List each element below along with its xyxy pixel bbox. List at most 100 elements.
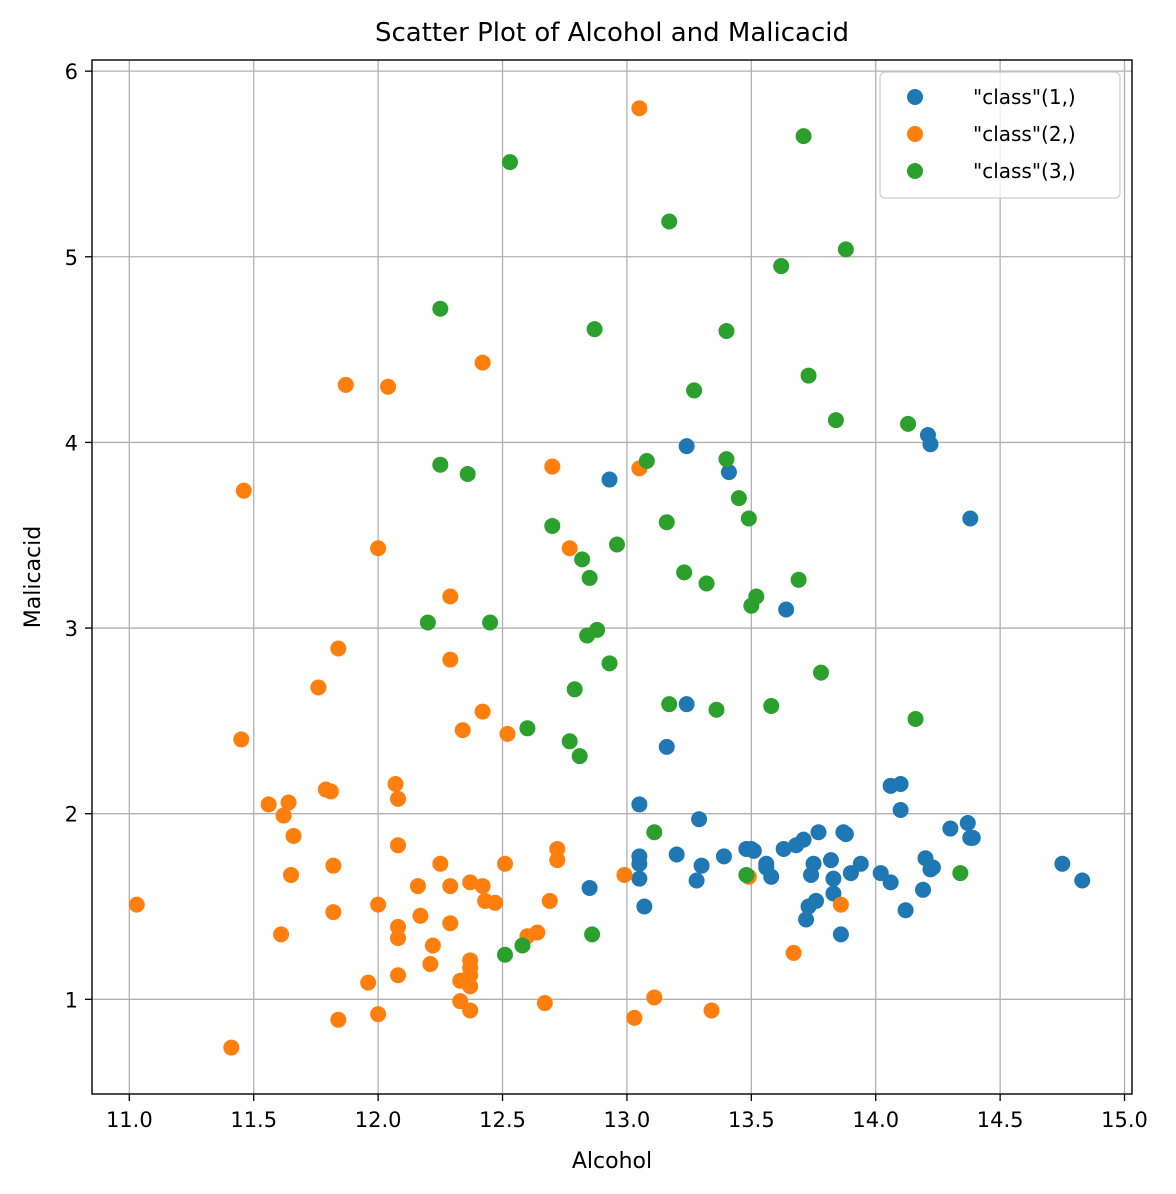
data-point-class-2	[260, 796, 277, 813]
data-point-class-2	[474, 878, 491, 895]
data-point-class-2	[325, 857, 342, 874]
data-point-class-3	[584, 926, 601, 943]
data-point-class-3	[419, 614, 436, 631]
data-point-class-2	[233, 731, 250, 748]
data-point-class-3	[514, 937, 531, 954]
data-point-class-2	[631, 100, 648, 117]
data-point-class-2	[273, 926, 290, 943]
data-point-class-1	[1074, 872, 1091, 889]
data-point-class-3	[708, 701, 725, 718]
data-point-class-3	[812, 664, 829, 681]
data-point-class-2	[536, 995, 553, 1012]
data-point-class-3	[790, 571, 807, 588]
x-tick-label: 14.5	[977, 1108, 1024, 1132]
y-tick-label: 6	[65, 60, 78, 84]
data-point-class-1	[631, 855, 648, 872]
data-point-class-2	[390, 790, 407, 807]
data-point-class-2	[285, 827, 302, 844]
data-point-class-3	[718, 451, 735, 468]
legend-marker-class-3	[907, 163, 923, 179]
data-point-class-3	[763, 698, 780, 715]
data-point-class-3	[459, 465, 476, 482]
data-point-class-2	[452, 993, 469, 1010]
data-point-class-1	[825, 870, 842, 887]
data-point-class-2	[616, 866, 633, 883]
data-point-class-3	[661, 213, 678, 230]
legend-marker-class-1	[907, 89, 923, 105]
data-point-class-2	[337, 376, 354, 393]
x-tick-label: 11.5	[230, 1108, 277, 1132]
data-point-class-3	[497, 946, 514, 963]
legend-marker-class-2	[907, 126, 923, 142]
data-point-class-2	[128, 896, 145, 913]
data-point-class-1	[915, 881, 932, 898]
data-point-class-2	[370, 896, 387, 913]
data-point-class-2	[310, 679, 327, 696]
data-point-class-2	[390, 918, 407, 935]
data-point-class-2	[390, 930, 407, 947]
data-point-class-3	[432, 300, 449, 317]
data-point-class-2	[477, 892, 494, 909]
data-point-class-1	[738, 840, 755, 857]
data-point-class-1	[822, 852, 839, 869]
data-point-class-3	[501, 154, 518, 171]
data-point-class-2	[703, 1002, 720, 1019]
x-tick-label: 12.5	[479, 1108, 526, 1132]
data-point-class-3	[773, 258, 790, 275]
data-point-class-2	[442, 915, 459, 932]
data-point-class-2	[330, 1011, 347, 1028]
data-point-class-3	[581, 569, 598, 586]
data-point-class-3	[432, 456, 449, 473]
data-point-class-1	[837, 826, 854, 843]
data-point-class-3	[519, 720, 536, 737]
x-axis-label: Alcohol	[572, 1149, 652, 1174]
legend-box	[879, 71, 1121, 199]
data-point-class-1	[720, 464, 737, 481]
y-tick-label: 1	[65, 988, 78, 1012]
data-point-class-3	[661, 696, 678, 713]
gridlines	[92, 60, 1132, 1094]
data-point-class-2	[832, 896, 849, 913]
data-point-class-3	[571, 748, 588, 765]
data-point-class-2	[275, 807, 292, 824]
legend: "class"(1,) "class"(2,) "class"(3,)	[879, 71, 1121, 199]
data-point-class-1	[852, 855, 869, 872]
data-point-class-2	[283, 866, 300, 883]
data-point-class-3	[601, 655, 618, 672]
data-point-class-2	[442, 878, 459, 895]
data-point-class-1	[631, 796, 648, 813]
data-point-class-1	[962, 829, 979, 846]
data-point-class-1	[601, 471, 618, 488]
data-point-class-1	[959, 814, 976, 831]
data-point-class-1	[691, 811, 708, 828]
data-point-class-1	[631, 870, 648, 887]
x-tick-label: 12.0	[355, 1108, 402, 1132]
data-point-class-2	[454, 722, 471, 739]
data-point-class-3	[900, 415, 917, 432]
data-point-class-2	[462, 959, 479, 976]
data-point-class-1	[832, 926, 849, 943]
y-axis-label: Malicacid	[21, 526, 46, 628]
axis-ticks: 11.0 11.5 12.0 12.5 13.0 13.5 14.0 14.5 15.0 1 2 3 4…	[65, 60, 1148, 1132]
data-point-class-2	[497, 855, 514, 872]
data-point-class-3	[608, 536, 625, 553]
data-point-class-2	[785, 944, 802, 961]
data-point-class-3	[952, 865, 969, 882]
data-point-class-2	[330, 640, 347, 657]
data-point-class-1	[798, 911, 815, 928]
chart-title: Scatter Plot of Alcohol and Malicacid	[375, 18, 849, 48]
legend-label-class-2: "class"(2,)	[973, 122, 1076, 146]
data-point-class-3	[698, 575, 715, 592]
data-point-class-2	[462, 978, 479, 995]
x-tick-label: 11.0	[106, 1108, 153, 1132]
data-point-class-3	[544, 517, 561, 534]
data-point-class-3	[743, 597, 760, 614]
data-point-class-3	[676, 564, 693, 581]
data-point-class-2	[646, 989, 663, 1006]
data-point-class-3	[574, 551, 591, 568]
legend-label-class-1: "class"(1,)	[973, 85, 1076, 109]
data-point-class-2	[360, 974, 377, 991]
data-point-class-1	[872, 865, 889, 882]
